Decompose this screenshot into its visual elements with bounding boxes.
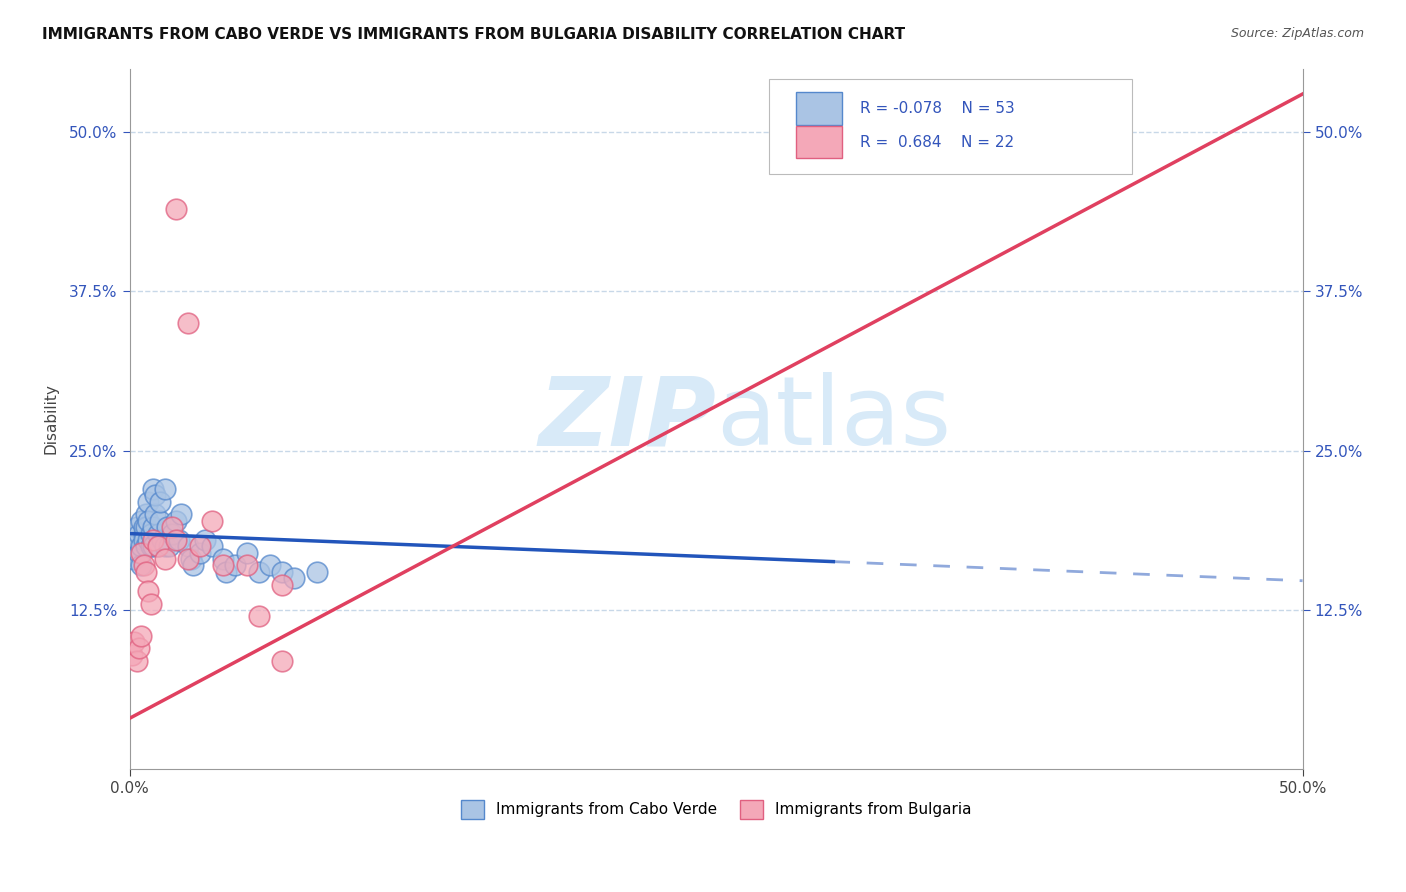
Point (128, 641, 150, 656)
Point (129, 558, 152, 573)
Point (132, 558, 155, 573)
Point (180, 552, 202, 566)
Point (135, 520, 157, 534)
Point (177, 317, 200, 331)
Point (224, 558, 246, 573)
Point (125, 533, 148, 547)
Point (129, 514, 152, 528)
Point (135, 508, 157, 522)
Point (129, 539, 152, 553)
Point (212, 558, 235, 573)
Point (201, 514, 224, 528)
Point (156, 520, 179, 534)
Point (271, 654, 294, 668)
Point (153, 552, 176, 566)
Point (142, 482, 165, 496)
Point (132, 533, 155, 547)
Point (139, 539, 162, 553)
Point (132, 526, 155, 541)
FancyBboxPatch shape (796, 126, 842, 158)
Point (136, 494, 159, 508)
Point (122, 552, 145, 566)
Point (146, 526, 169, 541)
Text: ZIP: ZIP (538, 373, 716, 466)
Text: Source: ZipAtlas.com: Source: ZipAtlas.com (1230, 27, 1364, 40)
Point (153, 539, 176, 553)
Point (188, 546, 211, 560)
Point (160, 520, 183, 534)
Point (142, 539, 165, 553)
Point (135, 539, 157, 553)
Point (143, 508, 166, 522)
Point (129, 546, 152, 560)
Point (177, 539, 200, 553)
Point (166, 202, 188, 216)
Point (143, 488, 166, 502)
FancyBboxPatch shape (796, 93, 842, 125)
Point (177, 552, 200, 566)
Point (259, 558, 281, 573)
Point (166, 533, 188, 547)
Point (136, 514, 159, 528)
Point (146, 539, 169, 553)
Point (181, 558, 204, 573)
Point (153, 482, 176, 496)
Point (201, 539, 224, 553)
Point (128, 526, 150, 541)
Point (247, 609, 270, 624)
Point (236, 558, 259, 573)
Point (121, 539, 143, 553)
Point (142, 520, 165, 534)
Point (135, 565, 157, 579)
Point (128, 546, 150, 560)
Point (194, 533, 217, 547)
Point (150, 533, 173, 547)
Point (271, 565, 294, 579)
Point (125, 654, 148, 668)
Point (215, 565, 238, 579)
Point (1010, 138, 1032, 153)
Text: IMMIGRANTS FROM CABO VERDE VS IMMIGRANTS FROM BULGARIA DISABILITY CORRELATION CH: IMMIGRANTS FROM CABO VERDE VS IMMIGRANTS… (42, 27, 905, 42)
Point (271, 577, 294, 591)
Point (188, 539, 211, 553)
Point (136, 533, 159, 547)
Point (142, 533, 165, 547)
Point (170, 508, 193, 522)
Point (247, 565, 270, 579)
Point (136, 583, 159, 598)
Point (157, 539, 180, 553)
Point (149, 514, 172, 528)
Point (160, 526, 183, 541)
Point (236, 546, 259, 560)
Point (212, 552, 235, 566)
Point (283, 571, 305, 585)
Point (167, 533, 190, 547)
Point (132, 520, 155, 534)
Point (139, 597, 162, 611)
Point (129, 628, 152, 642)
Text: R = -0.078    N = 53: R = -0.078 N = 53 (860, 101, 1015, 116)
Point (166, 514, 188, 528)
Point (125, 520, 148, 534)
Point (149, 494, 172, 508)
FancyBboxPatch shape (769, 79, 1132, 174)
Y-axis label: Disability: Disability (44, 384, 58, 454)
Text: R =  0.684    N = 22: R = 0.684 N = 22 (860, 135, 1015, 150)
Text: atlas: atlas (716, 373, 952, 466)
Point (139, 526, 162, 541)
Point (121, 648, 143, 662)
Point (146, 539, 169, 553)
Point (122, 635, 145, 649)
Legend: Immigrants from Cabo Verde, Immigrants from Bulgaria: Immigrants from Cabo Verde, Immigrants f… (454, 794, 977, 825)
Point (307, 565, 329, 579)
